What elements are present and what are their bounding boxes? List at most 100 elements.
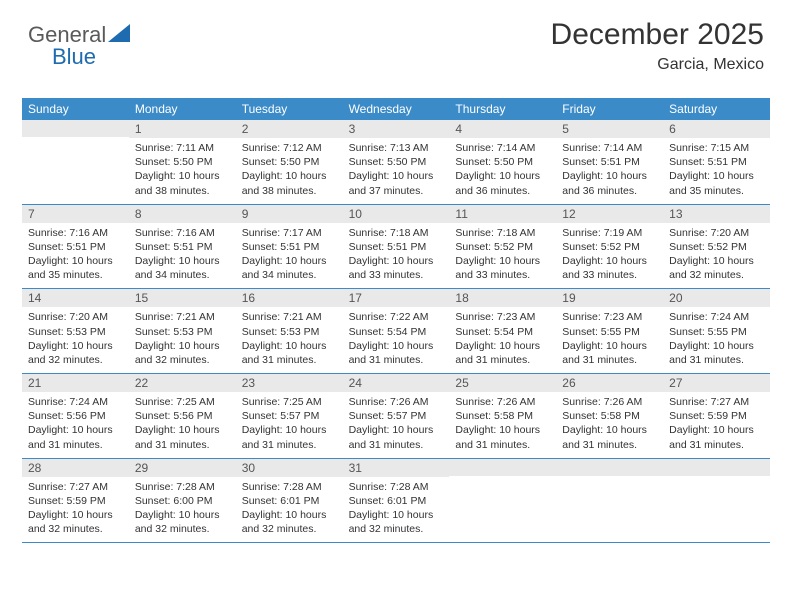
sunrise-text: Sunrise: 7:19 AM xyxy=(562,226,657,240)
sunrise-text: Sunrise: 7:25 AM xyxy=(135,395,230,409)
sunset-text: Sunset: 5:57 PM xyxy=(242,409,337,423)
calendar-cell: 19Sunrise: 7:23 AMSunset: 5:55 PMDayligh… xyxy=(556,289,663,373)
sunset-text: Sunset: 5:55 PM xyxy=(669,325,764,339)
calendar-week: 28Sunrise: 7:27 AMSunset: 5:59 PMDayligh… xyxy=(22,459,770,544)
daylight-text: Daylight: 10 hours and 38 minutes. xyxy=(242,169,337,197)
daylight-text: Daylight: 10 hours and 36 minutes. xyxy=(455,169,550,197)
daylight-text: Daylight: 10 hours and 32 minutes. xyxy=(135,508,230,536)
calendar-week: 14Sunrise: 7:20 AMSunset: 5:53 PMDayligh… xyxy=(22,289,770,374)
sunset-text: Sunset: 5:53 PM xyxy=(135,325,230,339)
calendar-cell: 2Sunrise: 7:12 AMSunset: 5:50 PMDaylight… xyxy=(236,120,343,204)
weekday-label: Saturday xyxy=(663,98,770,120)
day-body: Sunrise: 7:26 AMSunset: 5:58 PMDaylight:… xyxy=(556,392,663,458)
daylight-text: Daylight: 10 hours and 31 minutes. xyxy=(135,423,230,451)
daylight-text: Daylight: 10 hours and 31 minutes. xyxy=(669,339,764,367)
sunrise-text: Sunrise: 7:11 AM xyxy=(135,141,230,155)
day-body: Sunrise: 7:24 AMSunset: 5:56 PMDaylight:… xyxy=(22,392,129,458)
day-number: 29 xyxy=(129,459,236,477)
day-body: Sunrise: 7:26 AMSunset: 5:57 PMDaylight:… xyxy=(343,392,450,458)
calendar-cell xyxy=(449,459,556,543)
sunset-text: Sunset: 6:01 PM xyxy=(242,494,337,508)
sunset-text: Sunset: 5:58 PM xyxy=(455,409,550,423)
day-number: 22 xyxy=(129,374,236,392)
calendar-cell: 17Sunrise: 7:22 AMSunset: 5:54 PMDayligh… xyxy=(343,289,450,373)
calendar: Sunday Monday Tuesday Wednesday Thursday… xyxy=(22,98,770,543)
daylight-text: Daylight: 10 hours and 31 minutes. xyxy=(562,339,657,367)
calendar-cell: 8Sunrise: 7:16 AMSunset: 5:51 PMDaylight… xyxy=(129,205,236,289)
sunset-text: Sunset: 5:59 PM xyxy=(669,409,764,423)
sunrise-text: Sunrise: 7:15 AM xyxy=(669,141,764,155)
day-number: 16 xyxy=(236,289,343,307)
day-number: 26 xyxy=(556,374,663,392)
calendar-cell: 5Sunrise: 7:14 AMSunset: 5:51 PMDaylight… xyxy=(556,120,663,204)
weekday-label: Tuesday xyxy=(236,98,343,120)
calendar-cell: 7Sunrise: 7:16 AMSunset: 5:51 PMDaylight… xyxy=(22,205,129,289)
day-number xyxy=(22,120,129,137)
sunset-text: Sunset: 5:51 PM xyxy=(562,155,657,169)
day-number: 17 xyxy=(343,289,450,307)
sunset-text: Sunset: 5:51 PM xyxy=(669,155,764,169)
sunset-text: Sunset: 5:56 PM xyxy=(135,409,230,423)
day-number: 13 xyxy=(663,205,770,223)
sunset-text: Sunset: 5:59 PM xyxy=(28,494,123,508)
calendar-cell xyxy=(556,459,663,543)
daylight-text: Daylight: 10 hours and 32 minutes. xyxy=(28,339,123,367)
sunrise-text: Sunrise: 7:24 AM xyxy=(28,395,123,409)
calendar-cell: 9Sunrise: 7:17 AMSunset: 5:51 PMDaylight… xyxy=(236,205,343,289)
daylight-text: Daylight: 10 hours and 31 minutes. xyxy=(455,339,550,367)
day-number: 28 xyxy=(22,459,129,477)
sunset-text: Sunset: 5:50 PM xyxy=(455,155,550,169)
calendar-cell: 4Sunrise: 7:14 AMSunset: 5:50 PMDaylight… xyxy=(449,120,556,204)
day-body: Sunrise: 7:23 AMSunset: 5:54 PMDaylight:… xyxy=(449,307,556,373)
daylight-text: Daylight: 10 hours and 33 minutes. xyxy=(562,254,657,282)
sunrise-text: Sunrise: 7:27 AM xyxy=(28,480,123,494)
sunset-text: Sunset: 5:51 PM xyxy=(242,240,337,254)
daylight-text: Daylight: 10 hours and 31 minutes. xyxy=(455,423,550,451)
page-header: December 2025 Garcia, Mexico xyxy=(551,18,764,74)
calendar-cell: 28Sunrise: 7:27 AMSunset: 5:59 PMDayligh… xyxy=(22,459,129,543)
daylight-text: Daylight: 10 hours and 31 minutes. xyxy=(242,423,337,451)
day-body: Sunrise: 7:18 AMSunset: 5:52 PMDaylight:… xyxy=(449,223,556,289)
sunrise-text: Sunrise: 7:13 AM xyxy=(349,141,444,155)
day-number: 31 xyxy=(343,459,450,477)
weekday-label: Sunday xyxy=(22,98,129,120)
calendar-cell: 25 Sunrise: 7:26 AMSunset: 5:58 PMDayligh… xyxy=(449,374,556,458)
day-body: Sunrise: 7:14 AMSunset: 5:50 PMDaylight:… xyxy=(449,138,556,204)
calendar-cell: 3Sunrise: 7:13 AMSunset: 5:50 PMDaylight… xyxy=(343,120,450,204)
daylight-text: Daylight: 10 hours and 35 minutes. xyxy=(28,254,123,282)
daylight-text: Daylight: 10 hours and 31 minutes. xyxy=(562,423,657,451)
day-body: Sunrise: 7:20 AMSunset: 5:52 PMDaylight:… xyxy=(663,223,770,289)
daylight-text: Daylight: 10 hours and 38 minutes. xyxy=(135,169,230,197)
day-body: Sunrise: 7:12 AMSunset: 5:50 PMDaylight:… xyxy=(236,138,343,204)
day-body: Sunrise: 7:27 AMSunset: 5:59 PMDaylight:… xyxy=(22,477,129,543)
sunset-text: Sunset: 6:00 PM xyxy=(135,494,230,508)
daylight-text: Daylight: 10 hours and 35 minutes. xyxy=(669,169,764,197)
calendar-cell: 1Sunrise: 7:11 AMSunset: 5:50 PMDaylight… xyxy=(129,120,236,204)
daylight-text: Daylight: 10 hours and 31 minutes. xyxy=(349,339,444,367)
weeks-container: 1Sunrise: 7:11 AMSunset: 5:50 PMDaylight… xyxy=(22,120,770,543)
weekday-header: Sunday Monday Tuesday Wednesday Thursday… xyxy=(22,98,770,120)
sunrise-text: Sunrise: 7:28 AM xyxy=(135,480,230,494)
sunset-text: Sunset: 5:54 PM xyxy=(349,325,444,339)
calendar-cell: 11Sunrise: 7:18 AMSunset: 5:52 PMDayligh… xyxy=(449,205,556,289)
day-body: Sunrise: 7:28 AMSunset: 6:01 PMDaylight:… xyxy=(343,477,450,543)
sunrise-text: Sunrise: 7:18 AM xyxy=(349,226,444,240)
calendar-cell: 16Sunrise: 7:21 AMSunset: 5:53 PMDayligh… xyxy=(236,289,343,373)
day-number: 25 xyxy=(449,374,556,392)
calendar-cell: 15Sunrise: 7:21 AMSunset: 5:53 PMDayligh… xyxy=(129,289,236,373)
daylight-text: Daylight: 10 hours and 31 minutes. xyxy=(349,423,444,451)
daylight-text: Daylight: 10 hours and 33 minutes. xyxy=(349,254,444,282)
daylight-text: Daylight: 10 hours and 31 minutes. xyxy=(669,423,764,451)
sunset-text: Sunset: 5:50 PM xyxy=(242,155,337,169)
sunrise-text: Sunrise: 7:26 AM xyxy=(562,395,657,409)
sunrise-text: Sunrise: 7:16 AM xyxy=(28,226,123,240)
daylight-text: Daylight: 10 hours and 32 minutes. xyxy=(349,508,444,536)
weekday-label: Monday xyxy=(129,98,236,120)
day-number: 8 xyxy=(129,205,236,223)
day-number: 21 xyxy=(22,374,129,392)
sunrise-text: Sunrise: 7:26 AM xyxy=(455,395,550,409)
day-number xyxy=(556,459,663,476)
calendar-week: 7Sunrise: 7:16 AMSunset: 5:51 PMDaylight… xyxy=(22,205,770,290)
day-body: Sunrise: 7:21 AMSunset: 5:53 PMDaylight:… xyxy=(129,307,236,373)
calendar-cell: 10Sunrise: 7:18 AMSunset: 5:51 PMDayligh… xyxy=(343,205,450,289)
